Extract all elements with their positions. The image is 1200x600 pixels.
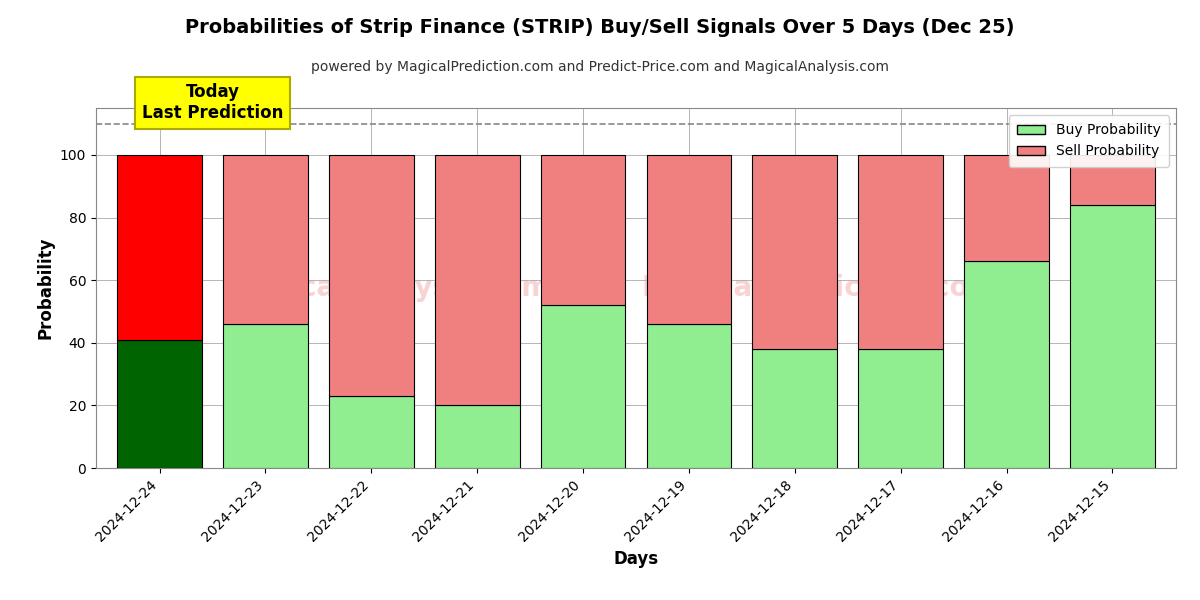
Text: Today
Last Prediction: Today Last Prediction: [142, 83, 283, 122]
Bar: [329, 155, 414, 396]
Bar: [223, 324, 307, 468]
Bar: [1070, 205, 1154, 468]
Bar: [223, 155, 307, 324]
Bar: [858, 155, 943, 349]
Bar: [965, 155, 1049, 262]
Bar: [541, 305, 625, 468]
Bar: [752, 349, 838, 468]
Y-axis label: Probability: Probability: [36, 237, 54, 339]
Text: Probabilities of Strip Finance (STRIP) Buy/Sell Signals Over 5 Days (Dec 25): Probabilities of Strip Finance (STRIP) B…: [185, 18, 1015, 37]
Bar: [118, 340, 202, 468]
Bar: [647, 324, 731, 468]
Bar: [329, 396, 414, 468]
Bar: [858, 349, 943, 468]
Bar: [1070, 155, 1154, 205]
Bar: [434, 155, 520, 406]
Bar: [965, 262, 1049, 468]
Text: powered by MagicalPrediction.com and Predict-Price.com and MagicalAnalysis.com: powered by MagicalPrediction.com and Pre…: [311, 60, 889, 74]
Bar: [434, 406, 520, 468]
Bar: [541, 155, 625, 305]
X-axis label: Days: Days: [613, 550, 659, 568]
Bar: [752, 155, 838, 349]
Bar: [118, 155, 202, 340]
Legend: Buy Probability, Sell Probability: Buy Probability, Sell Probability: [1009, 115, 1169, 167]
Text: MagicalPrediction.com: MagicalPrediction.com: [641, 274, 998, 302]
Bar: [647, 155, 731, 324]
Text: MagicalAnalysis.com: MagicalAnalysis.com: [224, 274, 551, 302]
